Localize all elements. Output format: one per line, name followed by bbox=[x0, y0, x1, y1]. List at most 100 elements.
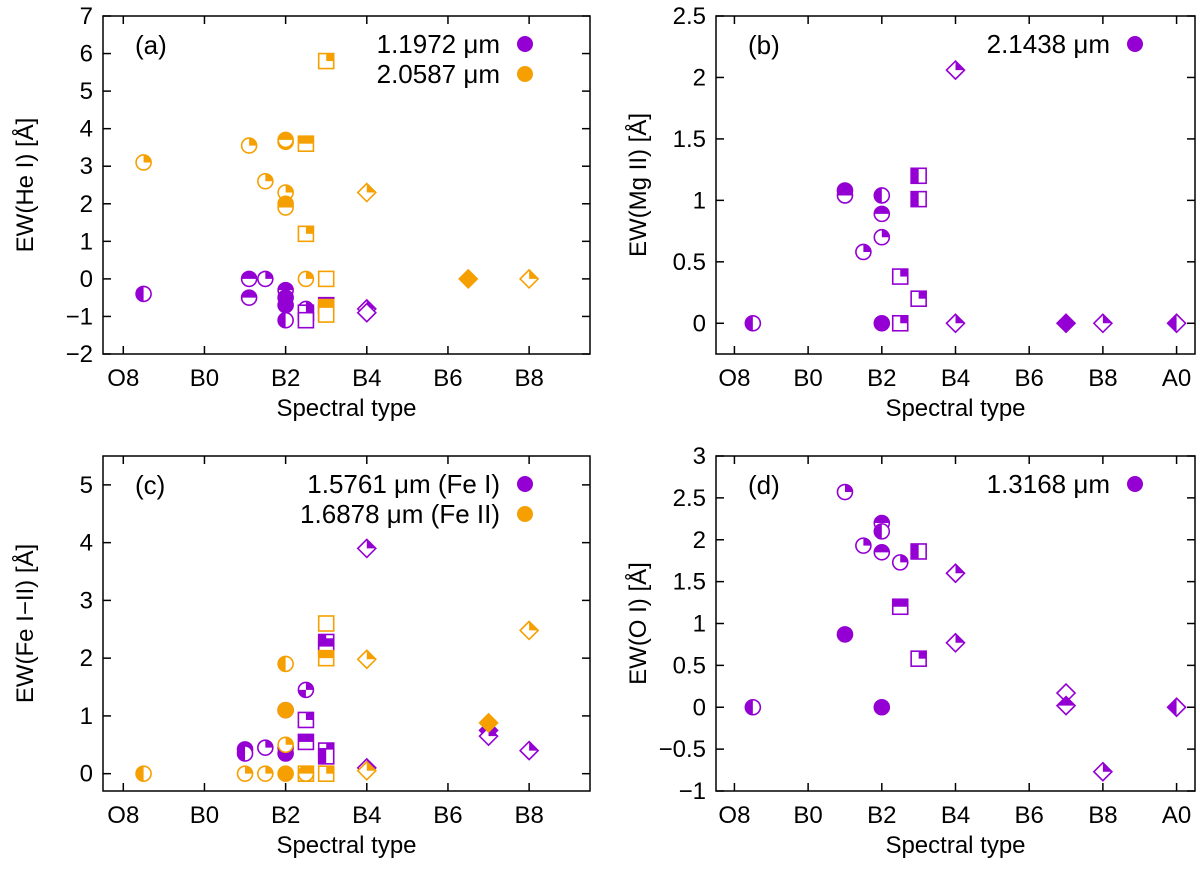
data-point bbox=[945, 563, 966, 584]
x-axis-label: Spectral type bbox=[885, 395, 1025, 422]
data-point bbox=[356, 760, 377, 781]
y-tick-label: 2 bbox=[80, 191, 93, 218]
chart-panel-2: 0 0.5 1 1.5 2 2.5 O8 B0 B2 B4 B6 B8 A0 Spectral type E… bbox=[624, 3, 1196, 422]
data-point bbox=[317, 748, 335, 765]
x-tick-label: A0 bbox=[1162, 802, 1191, 829]
x-tick-label: B0 bbox=[190, 802, 219, 829]
y-tick-label: 3 bbox=[693, 443, 706, 470]
data-point bbox=[240, 270, 258, 288]
x-tick-label: B2 bbox=[271, 365, 300, 392]
legend-marker bbox=[1127, 476, 1143, 492]
data-point bbox=[873, 314, 891, 332]
data-point bbox=[356, 538, 377, 559]
x-axis-label: Spectral type bbox=[276, 395, 416, 422]
y-tick-label: 2 bbox=[693, 527, 706, 554]
y-axis-label: EW(He I) [Å] bbox=[11, 118, 39, 253]
data-point bbox=[518, 620, 540, 641]
data-point bbox=[277, 701, 294, 719]
x-tick-label: B4 bbox=[352, 365, 381, 392]
legend-marker bbox=[517, 506, 533, 522]
legend-marker bbox=[517, 476, 533, 492]
data-point bbox=[836, 626, 854, 643]
y-tick-label: 1 bbox=[80, 228, 93, 255]
data-point bbox=[873, 544, 891, 561]
data-point bbox=[945, 313, 966, 334]
legend-label: 1.5761 μm (Fe I) bbox=[307, 469, 500, 499]
data-point bbox=[257, 765, 274, 782]
x-axis-label: Spectral type bbox=[885, 832, 1025, 859]
legend-marker bbox=[517, 66, 533, 82]
data-point bbox=[135, 285, 152, 303]
data-point bbox=[317, 615, 335, 632]
data-point bbox=[1092, 313, 1114, 334]
y-tick-label: 1.5 bbox=[673, 569, 706, 596]
y-tick-label: 0.5 bbox=[673, 652, 706, 679]
y-axis-label: EW(O I) [Å] bbox=[624, 562, 652, 685]
data-point bbox=[240, 289, 258, 306]
x-tick-label: B6 bbox=[1015, 802, 1044, 829]
legend-label: 1.1972 μm bbox=[377, 29, 500, 59]
data-point bbox=[317, 306, 335, 323]
data-point bbox=[910, 543, 927, 560]
panel-letter: (a) bbox=[135, 30, 167, 60]
data-point bbox=[297, 135, 315, 152]
legend-label: 1.3168 μm bbox=[987, 469, 1110, 499]
y-tick-label: 1 bbox=[80, 703, 93, 730]
y-tick-label: 2.5 bbox=[673, 485, 706, 512]
data-point bbox=[135, 154, 152, 171]
data-point bbox=[317, 765, 335, 782]
data-point bbox=[297, 270, 315, 288]
data-point bbox=[356, 182, 377, 203]
data-point bbox=[945, 632, 966, 653]
panel-letter: (d) bbox=[748, 470, 780, 500]
y-tick-label: 7 bbox=[80, 3, 93, 30]
chart-panel-3: 0 1 2 3 4 5 O8 B0 B2 B4 B6 B8 Spectral type EW(Fe I−I… bbox=[11, 455, 591, 859]
plot-frame bbox=[715, 455, 1196, 792]
y-tick-label: 5 bbox=[80, 472, 93, 499]
y-tick-label: 4 bbox=[80, 116, 93, 143]
x-tick-label: O8 bbox=[107, 365, 139, 392]
data-point bbox=[277, 296, 294, 314]
data-point bbox=[945, 59, 966, 81]
y-tick-label: 1.5 bbox=[673, 126, 706, 153]
data-point bbox=[855, 537, 872, 554]
data-point bbox=[910, 290, 927, 307]
data-point bbox=[257, 172, 274, 190]
data-point bbox=[873, 523, 891, 540]
data-point bbox=[836, 483, 854, 501]
data-point bbox=[910, 650, 927, 667]
x-tick-label: B2 bbox=[271, 802, 300, 829]
data-point bbox=[458, 268, 479, 290]
data-point bbox=[297, 225, 315, 243]
y-tick-label: 0 bbox=[80, 266, 93, 293]
y-tick-label: 2 bbox=[80, 645, 93, 672]
legend-label: 1.6878 μm (Fe II) bbox=[300, 499, 500, 529]
x-tick-label: B8 bbox=[514, 802, 543, 829]
data-point bbox=[873, 228, 891, 246]
x-tick-label: B6 bbox=[1015, 365, 1044, 392]
y-tick-label: 3 bbox=[80, 153, 93, 180]
x-tick-label: B8 bbox=[1088, 365, 1117, 392]
y-tick-label: 0 bbox=[693, 694, 706, 721]
x-tick-label: B0 bbox=[190, 365, 219, 392]
x-tick-label: B4 bbox=[941, 365, 970, 392]
data-point bbox=[297, 681, 315, 699]
data-point bbox=[478, 712, 499, 733]
y-tick-label: −0.5 bbox=[659, 736, 706, 763]
x-tick-label: O8 bbox=[718, 365, 750, 392]
data-point bbox=[873, 205, 891, 223]
x-tick-label: B4 bbox=[352, 802, 381, 829]
x-tick-label: B6 bbox=[433, 365, 462, 392]
x-tick-label: O8 bbox=[107, 802, 139, 829]
data-point bbox=[277, 131, 294, 149]
data-point bbox=[1055, 695, 1077, 716]
y-tick-label: 1 bbox=[693, 187, 706, 214]
x-tick-label: B2 bbox=[867, 802, 896, 829]
y-tick-label: 4 bbox=[80, 530, 93, 557]
data-point bbox=[317, 270, 335, 288]
y-tick-label: −1 bbox=[66, 303, 93, 330]
y-tick-label: −2 bbox=[66, 341, 93, 368]
plot-frame bbox=[102, 15, 591, 355]
chart-panel-4: −1 −0.5 0 0.5 1 1.5 2 2.5 3 O8 B0 B2 B4 B6 B8 A0 Spectra… bbox=[624, 443, 1196, 859]
data-point bbox=[317, 649, 335, 667]
